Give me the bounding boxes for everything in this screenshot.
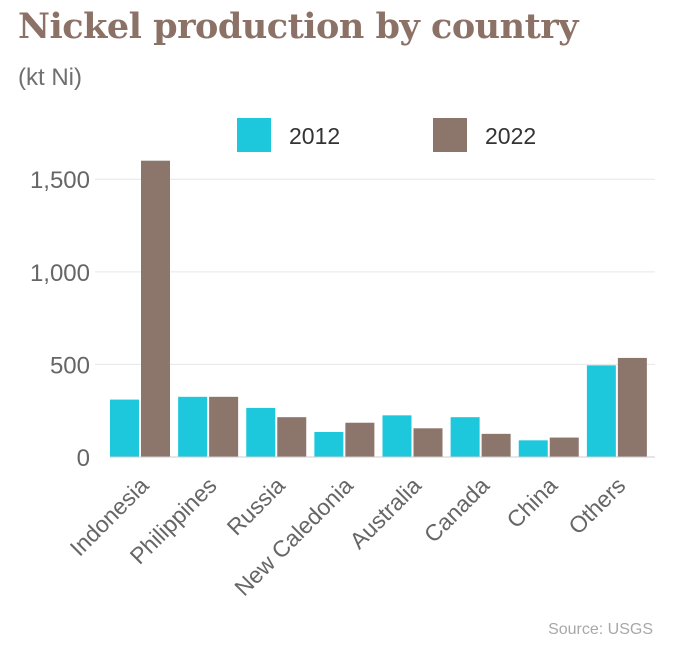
x-tick-label: Australia [344, 472, 426, 554]
bar-2022-australia [413, 428, 443, 457]
legend: 2012 2022 [237, 118, 536, 152]
gridlines [95, 178, 655, 365]
y-tick-label: 1,500 [30, 167, 90, 194]
x-tick-label: Russia [222, 472, 290, 540]
x-tick-label: China [501, 472, 562, 533]
chart-title: Nickel production by country [18, 6, 579, 47]
x-tick-label: New Caledonia [229, 472, 358, 601]
bar-2022-canada [481, 433, 511, 457]
chart-subtitle: (kt Ni) [18, 64, 82, 91]
x-tick-label: Canada [419, 472, 495, 548]
x-tick-label: Others [563, 472, 630, 539]
bars [110, 160, 647, 457]
legend-swatch-2022 [433, 118, 467, 152]
legend-label-2022: 2022 [485, 123, 536, 149]
bar-2022-china [549, 437, 579, 457]
y-tick-label: 1,000 [30, 260, 90, 287]
y-tick-label: 500 [50, 352, 90, 379]
bar-2012-australia [382, 415, 412, 457]
bar-2012-philippines [178, 396, 208, 457]
bar-2012-canada [450, 417, 480, 457]
bar-2012-china [518, 440, 548, 457]
bar-2022-indonesia [141, 160, 170, 457]
bar-2012-russia [246, 407, 276, 457]
legend-label-2012: 2012 [289, 123, 340, 149]
bar-2022-others [617, 357, 647, 457]
bar-2022-russia [277, 417, 307, 457]
bar-2012-new-caledonia [314, 432, 344, 457]
bar-2022-philippines [209, 396, 239, 457]
bar-2012-indonesia [110, 399, 139, 457]
bar-2012-others [586, 365, 616, 457]
y-tick-label: 0 [77, 445, 90, 472]
y-axis-ticks: 0 500 1,000 1,500 [30, 167, 90, 472]
source-note: Source: USGS [548, 621, 653, 638]
legend-swatch-2012 [237, 118, 271, 152]
bar-2022-new-caledonia [345, 422, 375, 457]
